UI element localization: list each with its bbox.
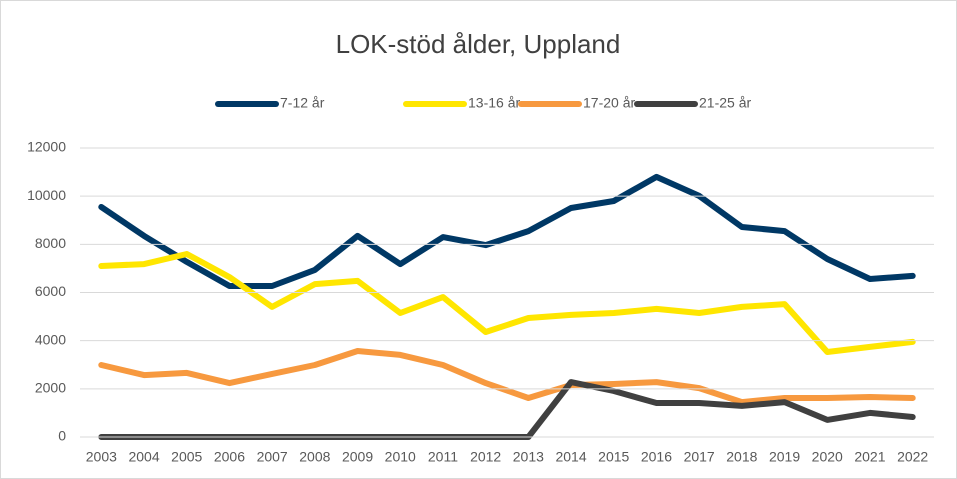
x-tick-label: 2003: [86, 449, 117, 465]
x-tick-label: 2008: [299, 449, 330, 465]
x-tick-label: 2017: [684, 449, 715, 465]
x-tick-label: 2013: [513, 449, 544, 465]
y-tick-label: 10000: [27, 187, 66, 203]
x-tick-label: 2014: [555, 449, 586, 465]
x-tick-label: 2007: [257, 449, 288, 465]
x-tick-label: 2005: [171, 449, 202, 465]
legend-label: 21-25 år: [699, 95, 751, 111]
y-tick-label: 12000: [27, 139, 66, 155]
y-tick-label: 0: [58, 428, 66, 444]
x-tick-label: 2010: [385, 449, 416, 465]
legend-label: 17-20 år: [583, 95, 635, 111]
x-tick-label: 2015: [598, 449, 629, 465]
x-tick-label: 2004: [128, 449, 159, 465]
series-line: [98, 173, 916, 289]
x-tick-label: 2020: [812, 449, 843, 465]
x-tick-label: 2021: [854, 449, 885, 465]
x-tick-label: 2011: [428, 449, 458, 465]
legend-label: 7-12 år: [280, 95, 325, 111]
x-tick-label: 2018: [726, 449, 757, 465]
x-tick-label: 2012: [470, 449, 501, 465]
x-tick-label: 2006: [214, 449, 245, 465]
x-tick-label: 2009: [342, 449, 373, 465]
series-line: [98, 348, 916, 406]
x-tick-label: 2022: [897, 449, 928, 465]
y-tick-label: 4000: [35, 331, 66, 347]
y-tick-label: 8000: [35, 235, 66, 251]
x-tick-label: 2019: [769, 449, 800, 465]
y-tick-label: 6000: [35, 283, 66, 299]
y-tick-label: 2000: [35, 380, 66, 396]
legend-label: 13-16 år: [468, 95, 520, 111]
series-line: [98, 251, 916, 355]
chart-title: LOK-stöd ålder, Uppland: [336, 29, 621, 59]
x-tick-label: 2016: [641, 449, 672, 465]
